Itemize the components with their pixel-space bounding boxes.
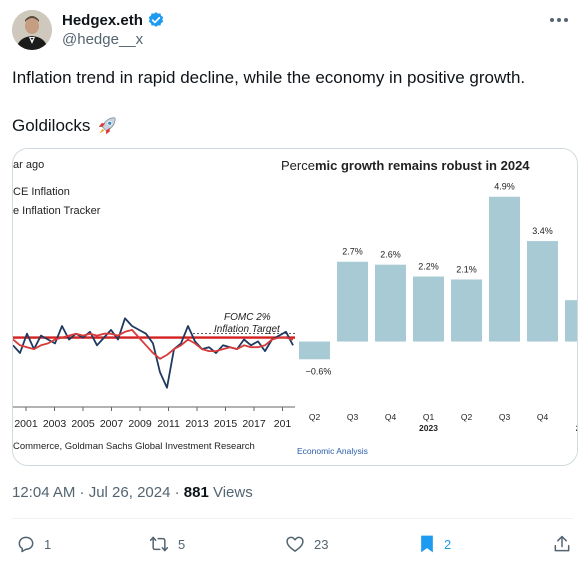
reply-button[interactable]: 1 [16,530,51,558]
x-tick-label: 2003 [43,418,67,430]
avatar[interactable] [12,10,52,50]
share-icon [554,535,570,552]
tweet-text: Inflation trend in rapid decline, while … [12,66,572,138]
repost-count: 5 [178,536,186,552]
category-label: Q4 [537,412,549,422]
reply-count: 1 [44,536,52,552]
bar [375,264,406,342]
series-line-2 [13,328,294,360]
tweet-meta: 12:04 AM · Jul 26, 2024 · 881 Views [12,484,253,501]
like-count: 23 [314,536,329,552]
x-tick-label: 2001 [14,418,38,430]
views-label: Views [208,484,253,501]
repost-icon [149,536,169,552]
right-chart-title: Percemic growth remains robust in 2024 [281,158,530,173]
divider [12,518,573,519]
category-label: Q1 [423,412,435,422]
bar [413,276,444,342]
bar [565,300,577,342]
x-tick-label: 2013 [185,418,209,430]
rocket-icon [99,117,117,135]
inflation-line-chart: 2001 2003 2005 2007 2009 2011 2013 2015 2017 201 [13,317,295,430]
category-label: 2023 [419,423,438,433]
views-count: 881 [183,484,209,501]
right-chart-panel: Percemic growth remains robust in 2024 −… [281,149,577,465]
avatar-photo-icon [12,10,52,50]
bar [489,196,520,342]
verified-badge-icon [148,12,164,27]
bookmark-button[interactable]: 2 [418,530,451,558]
x-tick-label: 2017 [242,418,266,430]
bar-value-label: 2.6% [380,250,401,260]
bookmark-count: 2 [444,536,452,552]
left-chart-title: ar ago [13,159,45,171]
x-tick-label: 2015 [214,418,238,430]
x-tick-label: 2011 [157,418,180,430]
right-chart-source: Economic Analysis [297,446,368,456]
media-image[interactable]: ar ago CE Inflation e Inflation Tracker … [12,148,578,466]
reply-icon [18,536,34,553]
display-name[interactable]: Hedgex.eth [62,11,165,29]
more-options-icon[interactable] [547,10,571,30]
x-tick-label: 201 [274,418,292,430]
repost-button[interactable]: 5 [148,530,185,558]
category-label: Q3 [347,412,359,422]
bar-value-label: 4.9% [494,182,515,192]
bar-value-label: 2.7% [342,247,363,257]
bar-value-label: 2.2% [418,262,439,272]
tweet-line-1: Inflation trend in rapid decline, while … [12,68,526,87]
left-chart-panel: ar ago CE Inflation e Inflation Tracker … [13,149,295,465]
bar [451,279,482,342]
fomc-annotation-line-2: Inflation Target [214,324,280,335]
category-label: 20 [576,423,577,433]
user-handle[interactable]: @hedge__x [62,31,144,48]
x-tick-label: 2005 [71,418,95,430]
tweet-line-2: Goldilocks [12,114,572,138]
like-button[interactable]: 23 [284,530,328,558]
left-legend-item-2: e Inflation Tracker [13,205,101,217]
series-line-1 [13,317,294,389]
bar [299,341,330,360]
heart-icon [286,536,304,552]
left-chart-source: Commerce, Goldman Sachs Global Investmen… [13,441,255,452]
category-label: Q4 [385,412,397,422]
left-legend-item-1: CE Inflation [13,186,70,198]
bar-value-label: 3.4% [532,226,553,236]
share-button[interactable] [552,530,572,558]
category-label: Q3 [499,412,511,422]
fomc-annotation-line-1: FOMC 2% [224,312,271,323]
bookmark-icon [421,535,433,553]
x-tick-label: 2007 [100,418,124,430]
timestamp[interactable]: 12:04 AM · Jul 26, 2024 · [12,484,184,501]
bar [527,241,558,342]
action-bar: 1 5 23 2 [12,530,572,558]
x-tick-label: 2009 [128,418,152,430]
bar [337,261,368,342]
category-label: Q2 [309,412,321,422]
bar-value-label: 2.1% [456,264,477,274]
category-label: Q2 [461,412,473,422]
bar-value-label: −0.6% [306,366,332,376]
